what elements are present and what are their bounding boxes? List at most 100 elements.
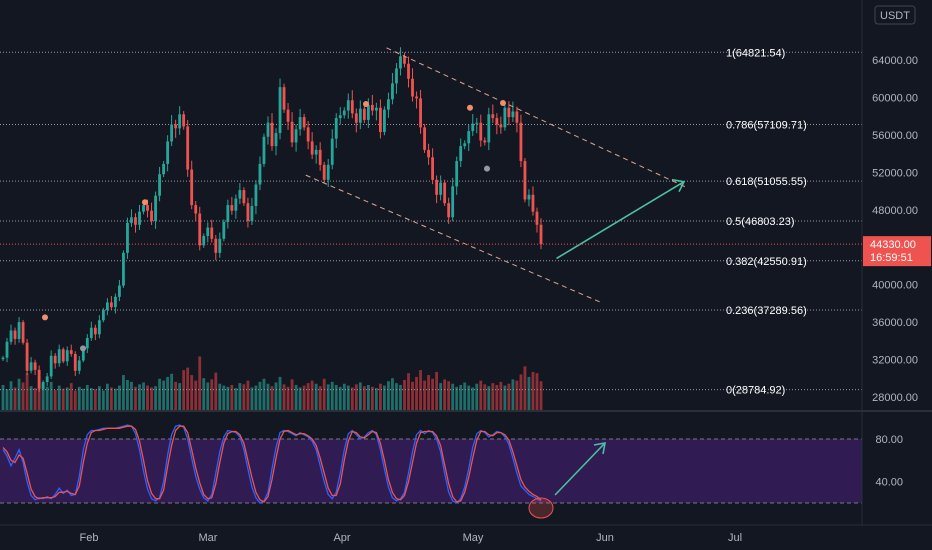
candle-body (1, 357, 5, 360)
volume-bar (242, 384, 246, 411)
fib-level-label: 0.786(57109.71) (726, 120, 807, 132)
candle-body (130, 217, 133, 223)
candle-body (186, 126, 190, 170)
candle-body (387, 99, 390, 110)
candle-body (37, 369, 41, 389)
candle-body (531, 194, 535, 212)
upper-trendline[interactable] (386, 47, 689, 189)
volume-bar (158, 378, 161, 411)
candle-body (194, 205, 198, 214)
candle-body (483, 140, 487, 143)
volume-bar (65, 387, 69, 411)
candle-body (427, 149, 430, 158)
volume-bar (290, 379, 294, 411)
candle-body (471, 123, 475, 132)
candle-body (326, 164, 330, 180)
projection-arrow[interactable] (556, 181, 685, 260)
candle-body (226, 205, 230, 222)
candle-body (358, 108, 362, 123)
candle-body (539, 224, 543, 245)
candle-body (250, 206, 254, 222)
candle-body (33, 362, 37, 370)
candle-body (154, 195, 157, 222)
volume-bar (350, 387, 354, 411)
volume-bar (262, 378, 266, 411)
candle-body (210, 227, 214, 239)
candle-body (378, 107, 382, 133)
price-tick-label: 48000.00 (872, 205, 918, 217)
candle-body (391, 83, 394, 100)
candle-body (467, 131, 471, 144)
candle-countdown-label: 16:59:51 (870, 252, 913, 264)
candle-body (150, 210, 153, 222)
volume-bar (41, 384, 45, 411)
candle-body (523, 161, 527, 200)
candle-body (282, 87, 286, 110)
volume-bar (491, 383, 495, 411)
volume-bar (254, 385, 258, 411)
candle-body (527, 194, 531, 200)
volume-bar (93, 389, 97, 411)
volume-bar (519, 374, 523, 411)
volume-bar (439, 383, 443, 411)
candle-body (511, 111, 515, 118)
candle-body (9, 330, 13, 342)
candle-body (206, 227, 210, 236)
volume-bars (1, 356, 543, 411)
volume-bar (391, 378, 394, 411)
candle-body (190, 169, 194, 206)
candle-body (443, 182, 447, 204)
candles (1, 47, 543, 392)
candle-body (491, 114, 495, 119)
volume-bar (33, 388, 37, 411)
candle-body (29, 362, 33, 371)
candle-body (166, 141, 170, 164)
volume-bar (9, 381, 13, 411)
projection-arrow-head (671, 178, 686, 193)
volume-bar (49, 381, 53, 411)
candle-body (41, 382, 45, 389)
volume-bar (73, 390, 77, 411)
candle-body (455, 161, 459, 187)
candle-body (21, 322, 25, 343)
volume-bar (314, 383, 318, 411)
currency-button[interactable]: USDT (874, 5, 916, 25)
candle-body (362, 108, 366, 120)
price-tick-label: 32000.00 (872, 355, 918, 367)
volume-bar (487, 386, 491, 411)
price-tick-label: 36000.00 (872, 317, 918, 329)
candle-body (258, 163, 262, 185)
volume-bar (495, 384, 499, 411)
candle-body (274, 133, 278, 147)
signal-dot (363, 100, 369, 107)
signal-dot (467, 104, 473, 111)
volume-bar (366, 384, 370, 411)
volume-bar (198, 356, 202, 411)
candle-body (170, 124, 174, 142)
volume-bar (154, 386, 157, 411)
volume-bar (387, 381, 390, 411)
volume-bar (53, 389, 57, 411)
candle-body (162, 163, 166, 175)
fib-level-label: 0.236(37289.56) (726, 305, 807, 317)
volume-bar (266, 383, 270, 411)
volume-bar (162, 380, 166, 411)
volume-bar (101, 390, 105, 411)
stoch-arrow[interactable] (554, 442, 606, 496)
volume-bar (89, 388, 93, 411)
volume-bar (178, 383, 182, 411)
volume-bar (210, 379, 214, 411)
candle-body (306, 127, 310, 142)
candle-body (81, 348, 85, 361)
volume-bar (499, 381, 503, 411)
volume-bar (190, 375, 194, 411)
candle-body (105, 302, 109, 310)
candle-body (411, 78, 414, 97)
candle-body (447, 203, 451, 218)
candle-body (61, 349, 65, 362)
signal-dot (142, 199, 148, 206)
oversold-circle[interactable] (528, 497, 554, 519)
time-tick-label: Feb (80, 532, 99, 544)
volume-bar (114, 388, 117, 411)
